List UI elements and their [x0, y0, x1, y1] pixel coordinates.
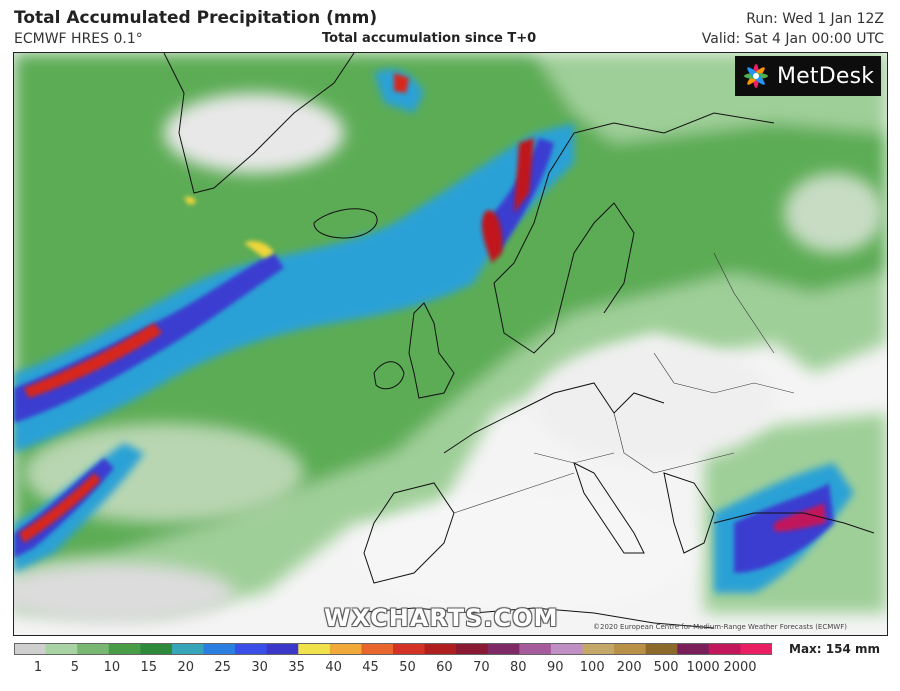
legend-tick-label: 30 [251, 660, 268, 675]
extreme-precip-band [19, 73, 826, 543]
max-value-label: Max: 154 mm [789, 642, 880, 656]
legend-color-segment [487, 643, 520, 655]
legend-colorbar [14, 643, 772, 655]
metdesk-logo-icon [744, 64, 768, 88]
legend-color-segment [361, 643, 394, 655]
legend-tick-label: 25 [214, 660, 231, 675]
legend-color-segment [740, 643, 772, 655]
legend-color-segment [708, 643, 741, 655]
legend-tick-labels: 1 5 10 15 20 25 30 35 40 45 50 60 70 80 90 100 200 500 100… [0, 660, 900, 680]
legend-tick-label: 40 [325, 660, 342, 675]
copyright-notice: ©2020 European Centre for Medium-Range W… [593, 623, 847, 631]
chart-title: Total Accumulated Precipitation (mm) [14, 8, 378, 28]
valid-time: Valid: Sat 4 Jan 00:00 UTC [701, 31, 884, 47]
legend-color-segment [235, 643, 268, 655]
legend-color-segment [45, 643, 78, 655]
watermark: WXCHARTS.COM [324, 604, 559, 632]
legend-color-segment [550, 643, 583, 655]
legend-tick-label: 80 [510, 660, 527, 675]
legend-color-segment [108, 643, 141, 655]
legend-tick-label: 10 [103, 660, 121, 675]
legend-color-segment [582, 643, 615, 655]
dry-pockets [14, 93, 884, 623]
legend-color-segment [393, 643, 426, 655]
legend-tick-label: 60 [436, 660, 453, 675]
legend-tick-label: 5 [70, 660, 80, 675]
country-borders [453, 252, 795, 514]
legend-tick-label: 20 [177, 660, 195, 675]
legend-color-segment [14, 643, 47, 655]
metdesk-logo: MetDesk [735, 56, 881, 96]
legend-tick-label: 50 [399, 660, 416, 675]
legend-color-segment [77, 643, 110, 655]
legend-tick-label: 200 [616, 660, 642, 675]
legend-outline [14, 643, 772, 655]
legend-color-segment [171, 643, 204, 655]
legend-color-segment [329, 643, 362, 655]
legend-color-segment [645, 643, 678, 655]
legend-color-segment [424, 643, 457, 655]
legend-color-segment [140, 643, 173, 655]
legend-color-segment [266, 643, 299, 655]
chart-subtitle: Total accumulation since T+0 [322, 31, 537, 46]
model-label: ECMWF HRES 0.1° [14, 31, 143, 47]
legend-tick-label: 2000 [723, 660, 757, 675]
legend-color-segment [614, 643, 647, 655]
metdesk-logo-text: MetDesk [777, 63, 875, 89]
legend-color-segment [677, 643, 710, 655]
map-canvas [14, 53, 887, 635]
legend-color-segment [456, 643, 489, 655]
coastlines [163, 53, 875, 629]
run-time: Run: Wed 1 Jan 12Z [746, 11, 884, 27]
legend-tick-label: 70 [473, 660, 490, 675]
legend-color-segment [298, 643, 331, 655]
legend-tick-label: 1 [33, 660, 43, 675]
legend-tick-label: 45 [362, 660, 379, 675]
legend-tick-label: 1000 [686, 660, 720, 675]
legend-tick-label: 90 [547, 660, 564, 675]
legend-color-segment [519, 643, 552, 655]
legend-color-segment [203, 643, 236, 655]
legend-tick-label: 35 [288, 660, 305, 675]
legend-tick-label: 100 [579, 660, 605, 675]
legend-tick-label: 500 [653, 660, 679, 675]
legend-tick-label: 15 [140, 660, 158, 675]
precipitation-map[interactable] [13, 52, 888, 636]
